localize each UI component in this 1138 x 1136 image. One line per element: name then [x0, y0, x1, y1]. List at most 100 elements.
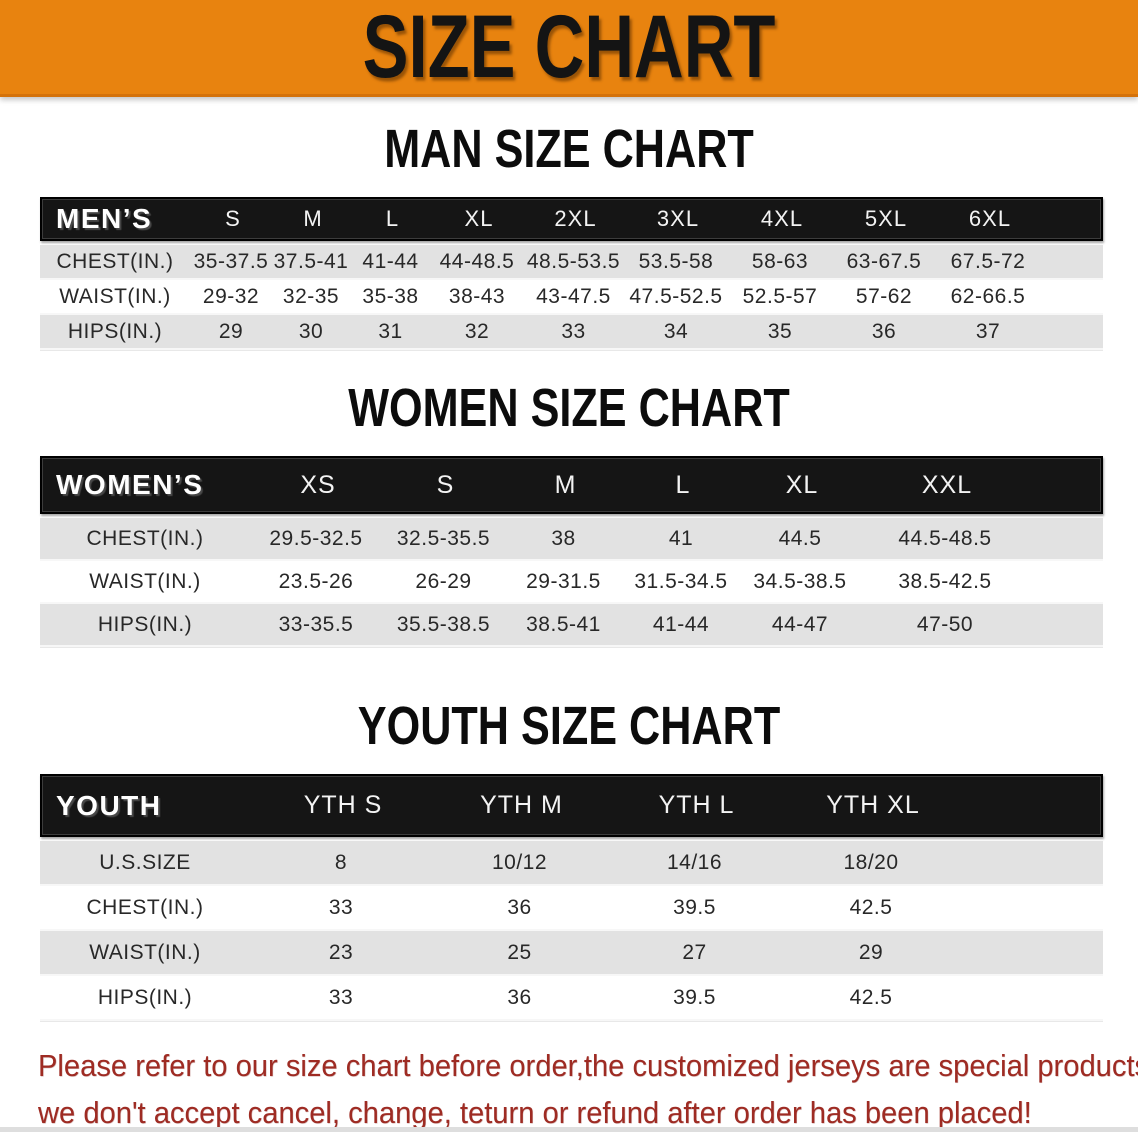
table-cell: 33-35.5	[278, 612, 354, 636]
row-label: U.S.SIZE	[99, 850, 191, 874]
column-header: XXL	[921, 470, 973, 499]
table-cell: 41	[668, 526, 694, 550]
table-cell: 8	[334, 850, 348, 874]
table-cell: 35.5-38.5	[396, 612, 491, 636]
row-label: CHEST(IN.)	[56, 249, 174, 273]
table-cell: 32-35	[282, 284, 340, 308]
table-cell: 52.5-57	[742, 284, 818, 308]
table-cell: 42.5	[849, 895, 893, 919]
row-label: HIPS(IN.)	[97, 985, 193, 1009]
table-cell: 43-47.5	[536, 284, 611, 308]
table-cell: 29.5-32.5	[269, 526, 363, 550]
row-spacer	[1030, 561, 1103, 602]
table-row: WAIST(IN.) 23.5-26 26-29 29-31.5 31.5-34.5 34…	[40, 561, 1103, 604]
column-header: YTH S	[303, 791, 383, 819]
table-cell: 18/20	[843, 850, 899, 874]
row-label: HIPS(IN.)	[97, 612, 193, 636]
row-label: WAIST(IN.)	[89, 940, 201, 964]
table-cell: 33	[328, 985, 354, 1009]
table-header-row: WOMEN’S XS S M L XL XXL	[40, 456, 1103, 514]
row-spacer	[960, 931, 1103, 974]
table-cell: 31	[378, 319, 403, 343]
column-header: XL	[785, 470, 819, 499]
column-header: S	[436, 470, 455, 499]
table-cell: 44.5	[778, 526, 822, 550]
table-row: WAIST(IN.) 23 25 27 29	[40, 931, 1103, 976]
column-header: S	[225, 206, 241, 231]
column-header: 5XL	[864, 206, 908, 231]
table-row: CHEST(IN.) 33 36 39.5 42.5	[40, 886, 1103, 931]
size-table: WOMEN’S XS S M L XL XXL CHEST(IN.) 29.5-32.5 32.5…	[40, 456, 1103, 648]
table-row: WAIST(IN.) 29-32 32-35 35-38 38-43 43-47.5 47.…	[40, 280, 1103, 315]
column-header: M	[303, 206, 323, 231]
table-row: CHEST(IN.) 35-37.5 37.5-41 41-44 44-48.5 48.5…	[40, 245, 1103, 280]
section-heading: YOUTH SIZE CHART	[0, 696, 1138, 756]
row-spacer	[1040, 280, 1103, 313]
column-header: 3XL	[656, 206, 700, 231]
size-chart-sections: MAN SIZE CHART MEN’S S M L XL 2XL 3XL 4XL 5XL 6XL C…	[0, 119, 1138, 1022]
table-cell: 63-67.5	[846, 249, 922, 273]
column-header: YTH XL	[826, 791, 920, 819]
section-heading-text: MAN SIZE CHART	[384, 119, 754, 179]
table-cell: 33	[561, 319, 586, 343]
table-cell: 35	[767, 319, 793, 343]
table-cell: 30	[298, 319, 324, 343]
table-row: CHEST(IN.) 29.5-32.5 32.5-35.5 38 41 44.5 44.5…	[40, 518, 1103, 561]
table-cell: 29	[858, 940, 884, 964]
row-spacer	[960, 976, 1103, 1019]
row-spacer	[960, 886, 1103, 929]
table-cell: 48.5-53.5	[526, 249, 621, 273]
table-cell: 44-47	[771, 612, 829, 636]
table-cell: 35-37.5	[193, 249, 269, 273]
table-row: HIPS(IN.) 29 30 31 32 33 34 35 36 37	[40, 315, 1103, 350]
table-cell: 58-63	[751, 249, 809, 273]
table-cell: 36	[507, 895, 532, 919]
table-cell: 41-44	[362, 249, 419, 273]
table-cell: 29-31.5	[526, 569, 601, 593]
header-spacer	[1042, 199, 1101, 239]
row-label: WAIST(IN.)	[59, 284, 171, 308]
table-cell: 27	[682, 940, 707, 964]
row-label: WAIST(IN.)	[89, 569, 201, 593]
table-cell: 26-29	[415, 569, 472, 593]
column-header: L	[675, 470, 691, 499]
size-table: YOUTH YTH S YTH M YTH L YTH XL U.S.SIZE 8 10/12…	[40, 774, 1103, 1022]
table-cell: 32.5-35.5	[396, 526, 491, 550]
table-cell: 33	[328, 895, 354, 919]
table-header-row: MEN’S S M L XL 2XL 3XL 4XL 5XL 6XL	[40, 197, 1103, 241]
table-cell: 44-48.5	[439, 249, 515, 273]
table-header-label: YOUTH	[56, 789, 162, 821]
disclaimer: Please refer to our size chart before or…	[38, 1042, 1138, 1136]
table-cell: 38.5-42.5	[898, 569, 992, 593]
column-header: YTH M	[480, 791, 563, 819]
banner: SIZE CHART	[0, 0, 1138, 97]
table-cell: 53.5-58	[638, 249, 714, 273]
table-cell: 34.5-38.5	[753, 569, 847, 593]
table-cell: 38	[551, 526, 576, 550]
column-header: M	[554, 470, 577, 499]
table-cell: 39.5	[673, 895, 716, 919]
row-spacer	[960, 841, 1103, 884]
disclaimer-line-1: Please refer to our size chart before or…	[38, 1048, 1138, 1083]
table-cell: 39.5	[673, 985, 716, 1009]
row-spacer	[1040, 315, 1103, 348]
section-heading-text: YOUTH SIZE CHART	[357, 696, 781, 756]
table-cell: 57-62	[855, 284, 913, 308]
column-header: XS	[300, 470, 336, 499]
table-cell: 37	[975, 319, 1001, 343]
table-cell: 31.5-34.5	[634, 569, 728, 593]
section-youth-size-chart: YOUTH SIZE CHART YOUTH YTH S YTH M YTH L YTH …	[0, 696, 1138, 1022]
column-header: 6XL	[968, 206, 1012, 231]
table-cell: 29	[218, 319, 244, 343]
table-cell: 32	[464, 319, 490, 343]
table-cell: 47.5-52.5	[629, 284, 723, 308]
disclaimer-line-2: we don't accept cancel, change, teturn o…	[38, 1095, 1032, 1130]
table-cell: 36	[871, 319, 897, 343]
row-label: CHEST(IN.)	[86, 895, 204, 919]
banner-title: SIZE CHART	[362, 0, 776, 97]
header-spacer	[1032, 458, 1101, 512]
table-cell: 34	[663, 319, 689, 343]
table-cell: 42.5	[849, 985, 893, 1009]
header-spacer	[962, 776, 1101, 835]
